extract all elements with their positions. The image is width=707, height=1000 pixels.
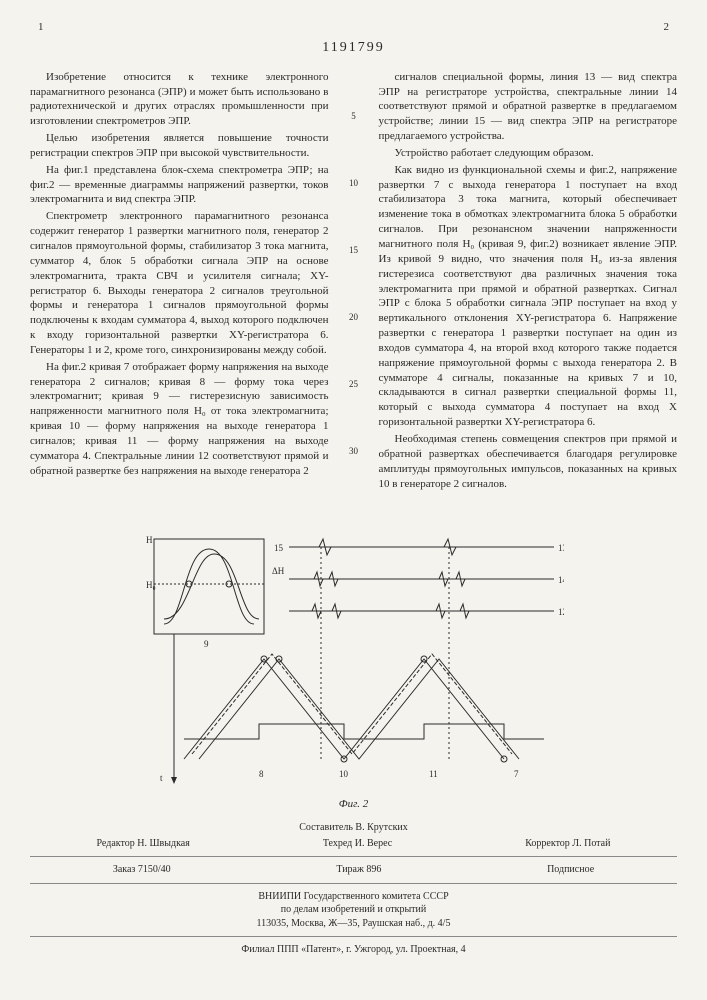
page-number-right: 2: [664, 20, 670, 35]
corrector: Корректор Л. Потай: [525, 837, 610, 851]
order-number: Заказ 7150/40: [113, 863, 171, 877]
footer-branch: Филиал ППП «Патент», г. Ужгород, ул. Про…: [30, 943, 677, 957]
axis-label: H: [146, 535, 153, 545]
paragraph: На фиг.2 кривая 7 отображает форму напря…: [30, 360, 329, 479]
right-column: сигналов специальной формы, линия 13 — в…: [379, 70, 678, 513]
line-number: 30: [349, 445, 358, 457]
tirage: Тираж 896: [336, 863, 381, 877]
editor: Редактор Н. Швыдкая: [97, 837, 190, 851]
paragraph: Целью изобретения является повышение точ…: [30, 131, 329, 161]
axis-label: ΔH: [272, 566, 285, 576]
footer-block: ВНИИПИ Государственного комитета СССР по…: [30, 890, 677, 957]
paragraph: Спектрометр электронного парамагнитного …: [30, 209, 329, 357]
paragraph: Изобретение относится к технике электрон…: [30, 70, 329, 129]
page-number-left: 1: [38, 20, 44, 35]
paragraph: Как видно из функциональной схемы и фиг.…: [379, 163, 678, 430]
line-number: 10: [349, 177, 358, 189]
axis-label: H₀: [146, 580, 156, 590]
podpis: Подписное: [547, 863, 594, 877]
patent-number: 1191799: [30, 39, 677, 58]
curve-label: 11: [429, 769, 438, 779]
curve-label: 15: [274, 543, 284, 553]
figure-caption: Фиг. 2: [30, 797, 677, 812]
curve-label: 13: [558, 543, 564, 553]
techred: Техред И. Верес: [323, 837, 392, 851]
curve-label: 14: [558, 575, 564, 585]
line-number: 25: [349, 378, 358, 390]
line-number: 20: [349, 311, 358, 323]
footer-address: 113035, Москва, Ж—35, Раушская наб., д. …: [30, 917, 677, 931]
paragraph: сигналов специальной формы, линия 13 — в…: [379, 70, 678, 144]
axis-label: t: [160, 773, 163, 783]
line-number: 15: [349, 244, 358, 256]
line-number-gutter: 5 10 15 20 25 30: [347, 70, 361, 513]
paragraph: Устройство работает следующим образом.: [379, 146, 678, 161]
footer-org: ВНИИПИ Государственного комитета СССР: [30, 890, 677, 904]
credits-block: Составитель В. Крутских Редактор Н. Швыд…: [30, 821, 677, 884]
figure-2-diagram: H H₀ 9 15 13 ΔH 14 12 t: [144, 529, 564, 789]
curve-label: 12: [558, 607, 564, 617]
paragraph: Необходимая степень совмещения спектров …: [379, 432, 678, 491]
curve-label: 9: [204, 639, 209, 649]
compiler: Составитель В. Крутских: [30, 821, 677, 835]
line-number: 5: [351, 110, 356, 122]
paragraph: На фиг.1 представлена блок-схема спектро…: [30, 163, 329, 208]
left-column: Изобретение относится к технике электрон…: [30, 70, 329, 513]
curve-label: 10: [339, 769, 349, 779]
curve-label: 7: [514, 769, 519, 779]
curve-label: 8: [259, 769, 264, 779]
footer-dept: по делам изобретений и открытий: [30, 903, 677, 917]
